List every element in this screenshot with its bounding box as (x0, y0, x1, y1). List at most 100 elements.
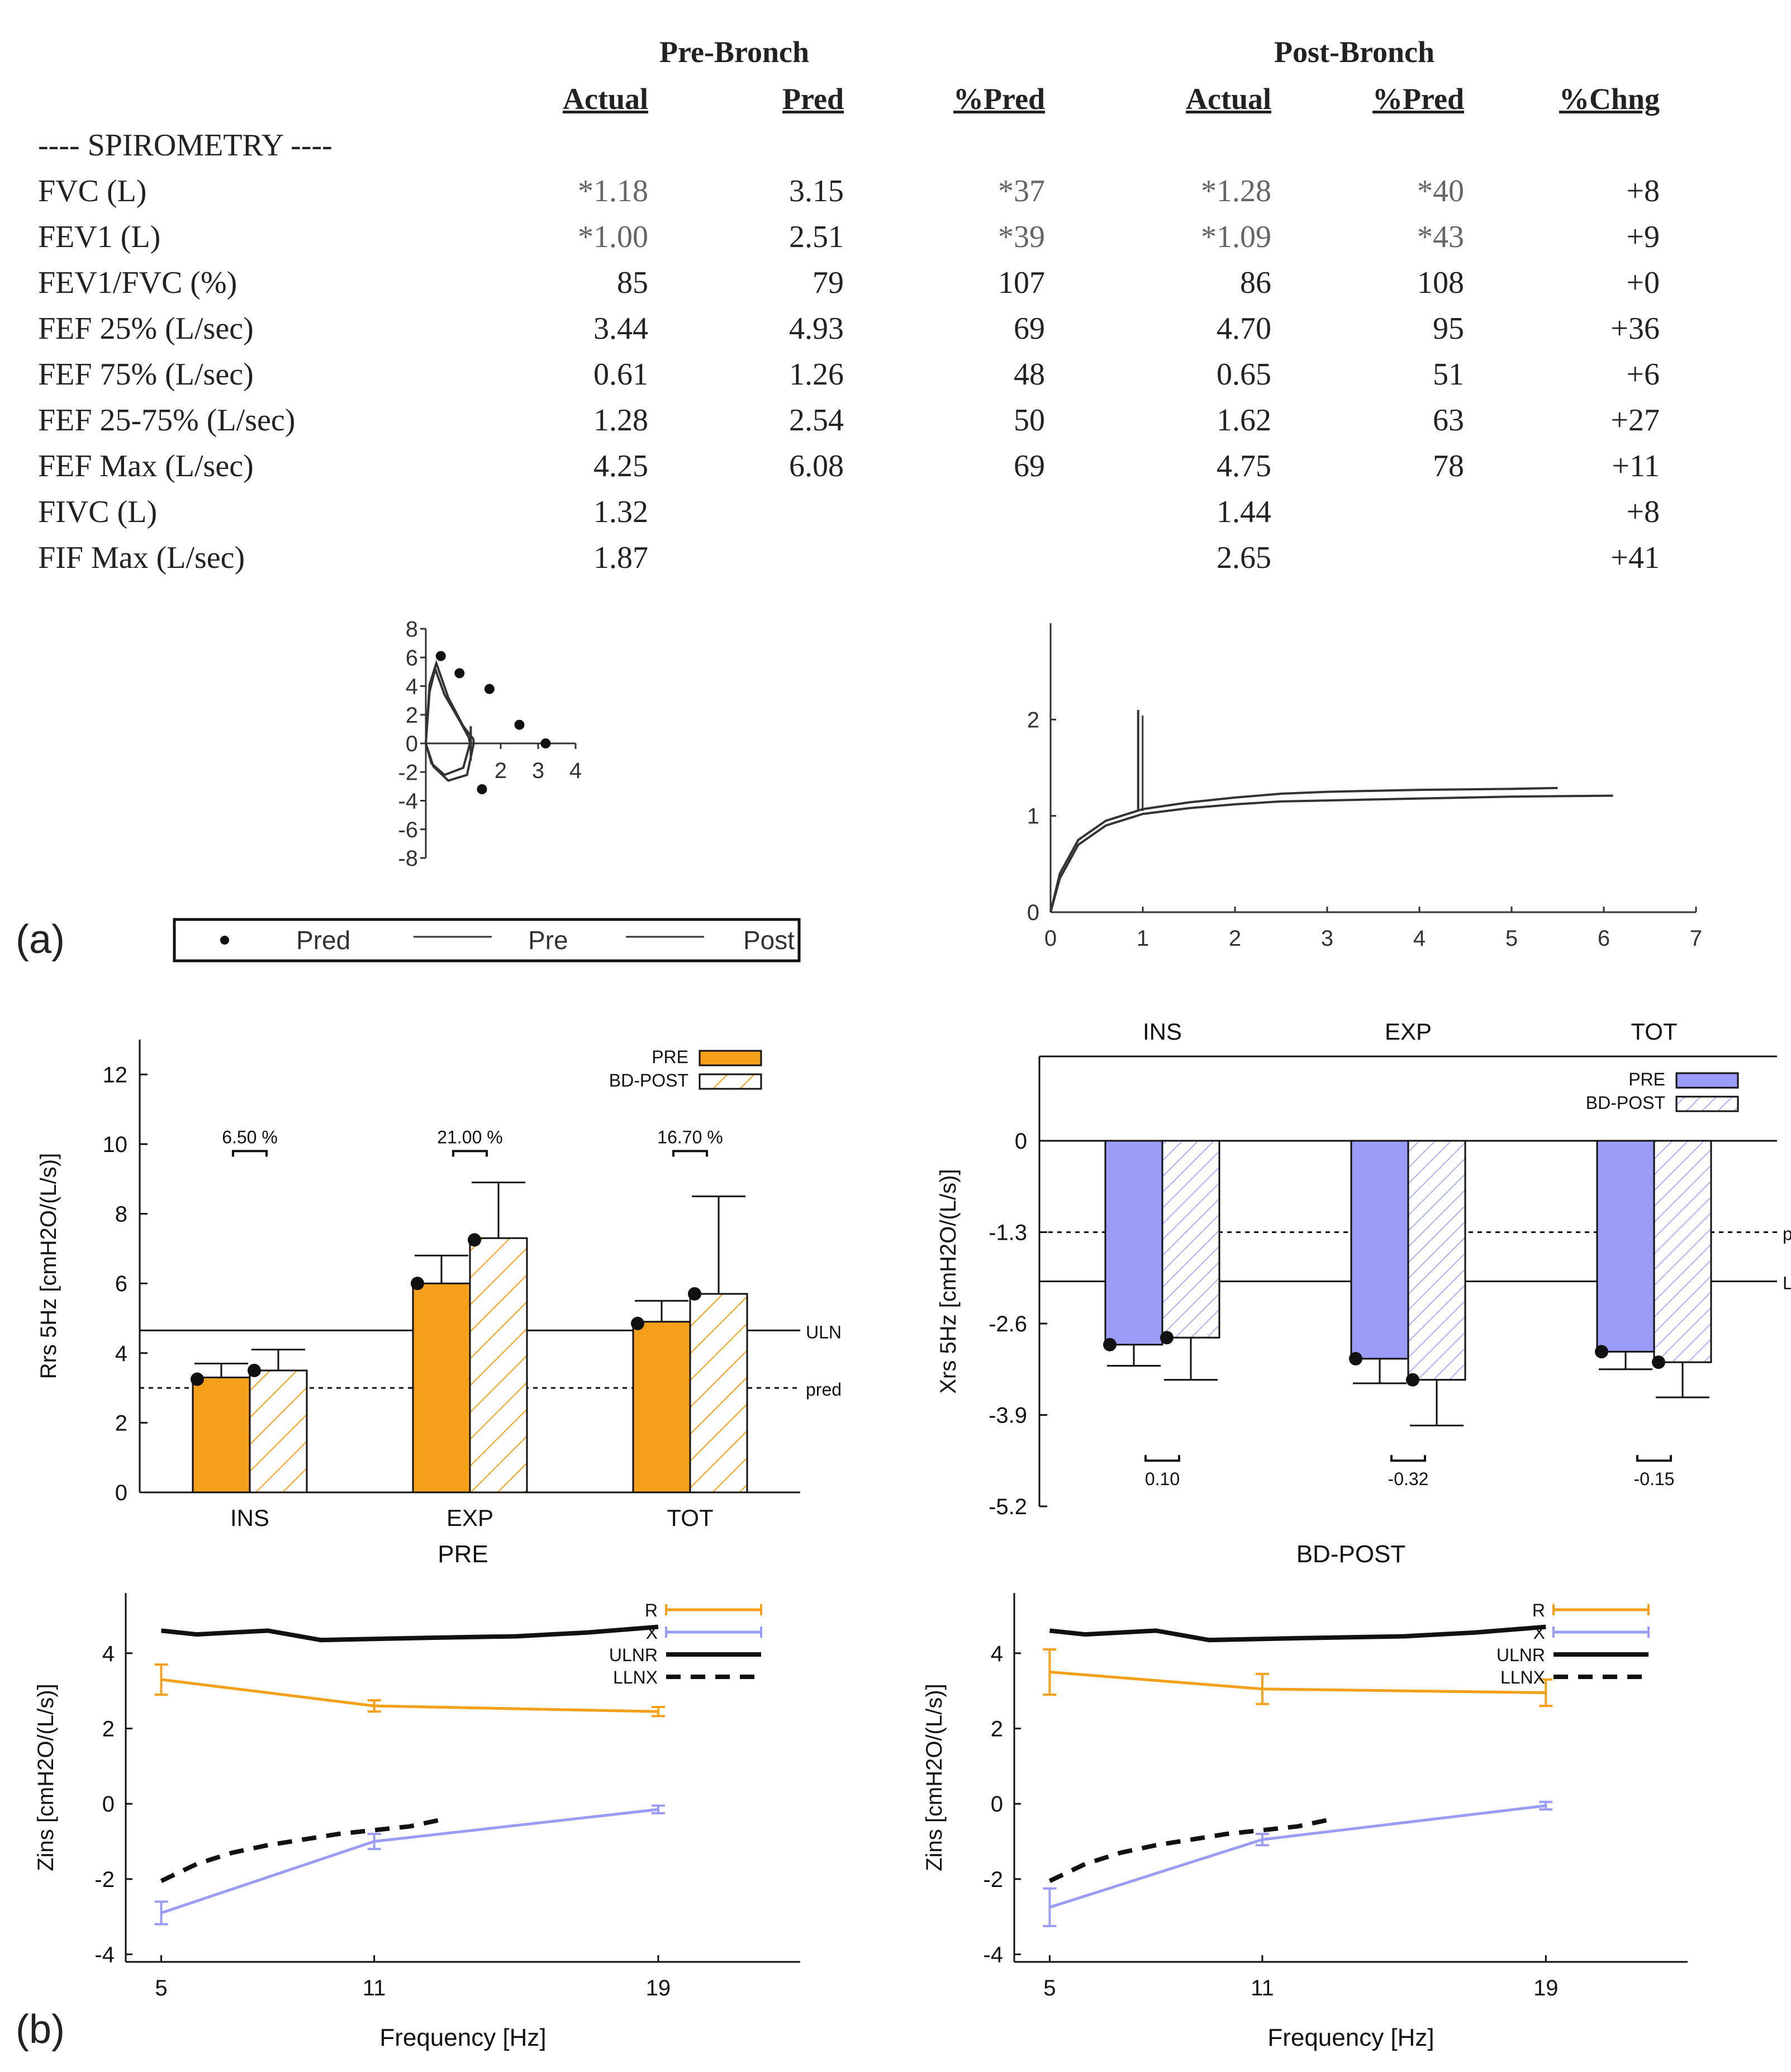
x-tick-label: 4 (1413, 926, 1426, 951)
y-tick-label: 2 (1027, 708, 1039, 732)
mean-point (1160, 1331, 1174, 1345)
table-cell: 4.70 (1217, 311, 1271, 346)
row-label: FEF Max (L/sec) (38, 449, 254, 483)
table-cell: 2.51 (789, 220, 844, 254)
table-cell: 4.93 (789, 311, 844, 346)
y-tick-label: -8 (398, 846, 418, 871)
series-line-lln_x (160, 1817, 446, 1883)
legend-label: X (1533, 1623, 1545, 1643)
change-bracket (452, 1150, 488, 1157)
x-axis-label: Frequency [Hz] (1267, 2024, 1434, 2051)
bar-bd-post (689, 1293, 748, 1493)
table-cell: +11 (1612, 449, 1660, 483)
row-label: FEF 25% (L/sec) (38, 311, 254, 346)
category-label: TOT (667, 1505, 713, 1531)
y-axis-label: Rrs 5Hz [cmH2O/(L/s)] (36, 1153, 61, 1379)
y-tick-label: -2 (94, 1867, 115, 1892)
table-cell: 107 (998, 265, 1045, 300)
table-cell: 69 (1014, 449, 1045, 483)
table-cell: +0 (1626, 265, 1660, 300)
legend-label: R (645, 1600, 658, 1620)
table-cell: 1.32 (593, 495, 648, 529)
row-label: FEF 25-75% (L/sec) (38, 403, 296, 438)
ref-label-pred: pred (1783, 1224, 1791, 1244)
y-tick-label: 0 (102, 1792, 115, 1817)
table-cell: 1.87 (593, 540, 648, 575)
y-tick-label: 8 (406, 617, 418, 642)
bar-bd-post (1407, 1140, 1466, 1381)
change-label: 21.00 % (437, 1127, 502, 1147)
x-tick-label: 3 (532, 758, 544, 783)
legend-label: BD-POST (1586, 1093, 1665, 1113)
y-tick-label: 0 (406, 732, 418, 756)
x-tick-label: 19 (1533, 1976, 1559, 2000)
table-cell: *40 (1417, 174, 1464, 208)
chart-title: BD-POST (1296, 1540, 1406, 1568)
y-tick-label: 2 (102, 1717, 115, 1741)
pred-point (477, 784, 487, 794)
change-label: 0.10 (1145, 1469, 1180, 1489)
y-tick-label: 6 (115, 1272, 127, 1296)
spirometry-section-title: ---- SPIROMETRY ---- (38, 128, 332, 163)
table-cell: +6 (1626, 357, 1660, 392)
y-tick-label: 0 (1027, 900, 1039, 925)
pred-point (435, 651, 446, 661)
table-cell: 1.26 (789, 357, 844, 392)
x-tick-label: 5 (155, 1976, 167, 2000)
x-tick-label: 2 (495, 758, 507, 783)
mean-point (191, 1372, 204, 1386)
x-tick-label: 3 (1321, 926, 1333, 951)
figure-label-a: (a) (16, 917, 65, 962)
row-label: FEF 75% (L/sec) (38, 357, 254, 392)
mean-point (468, 1233, 481, 1247)
pred-point (454, 668, 465, 679)
legend-pre-label: Pre (528, 926, 568, 955)
legend-box (173, 918, 801, 962)
y-tick-label: -2.6 (989, 1312, 1027, 1336)
table-cell: *43 (1417, 220, 1464, 254)
legend-swatch (1675, 1072, 1739, 1089)
change-label: -0.32 (1388, 1469, 1429, 1489)
ref-label-pred: pred (806, 1379, 842, 1400)
x-tick-label: 5 (1505, 926, 1518, 951)
legend-post-label: Post (743, 926, 795, 955)
y-tick-label: 12 (103, 1063, 128, 1087)
change-label: -0.15 (1634, 1469, 1675, 1489)
volume-time-chart: 0 1 2 3 4 5 6 7 0 1 2 (1027, 623, 1702, 951)
legend-label: ULNR (1497, 1645, 1545, 1665)
x-tick-label: 5 (1043, 1976, 1056, 2000)
ref-label-uln: ULN (806, 1322, 842, 1342)
row-label: FIF Max (L/sec) (38, 540, 245, 575)
legend-swatch (699, 1050, 762, 1066)
x-tick-label: 11 (1251, 1976, 1274, 2000)
table-cell: *39 (998, 220, 1045, 254)
mean-point (1595, 1345, 1608, 1359)
table-cell: 78 (1433, 449, 1464, 483)
table-cell: +8 (1626, 495, 1660, 529)
table-cell: 108 (1417, 265, 1464, 300)
legend-label: X (646, 1623, 658, 1643)
mean-point (248, 1363, 261, 1377)
legend-label: PRE (1628, 1069, 1665, 1089)
table-cell: *1.09 (1201, 220, 1271, 254)
bar-pre (1350, 1140, 1409, 1360)
x-tick-label: 19 (646, 1976, 671, 2000)
table-cell: 86 (1240, 265, 1271, 300)
row-label: FEV1/FVC (%) (38, 265, 237, 300)
category-label: EXP (446, 1505, 493, 1531)
change-bracket (1390, 1455, 1426, 1462)
y-tick-label: 2 (406, 703, 418, 728)
y-tick-label: 10 (103, 1132, 128, 1157)
table-cell: 0.65 (1217, 357, 1271, 392)
series-line-pre (1049, 794, 1613, 913)
x-tick-label: 4 (569, 758, 582, 783)
series-line-r (161, 1678, 658, 1713)
y-tick-label: -1.3 (989, 1220, 1027, 1245)
change-bracket (1144, 1455, 1180, 1462)
change-bracket (1636, 1455, 1672, 1462)
x-tick-label: 6 (1598, 926, 1610, 951)
pred-point (484, 684, 495, 694)
table-cell: 69 (1014, 311, 1045, 346)
x-tick-label: 1 (1137, 926, 1149, 951)
table-cell: 0.61 (593, 357, 648, 392)
